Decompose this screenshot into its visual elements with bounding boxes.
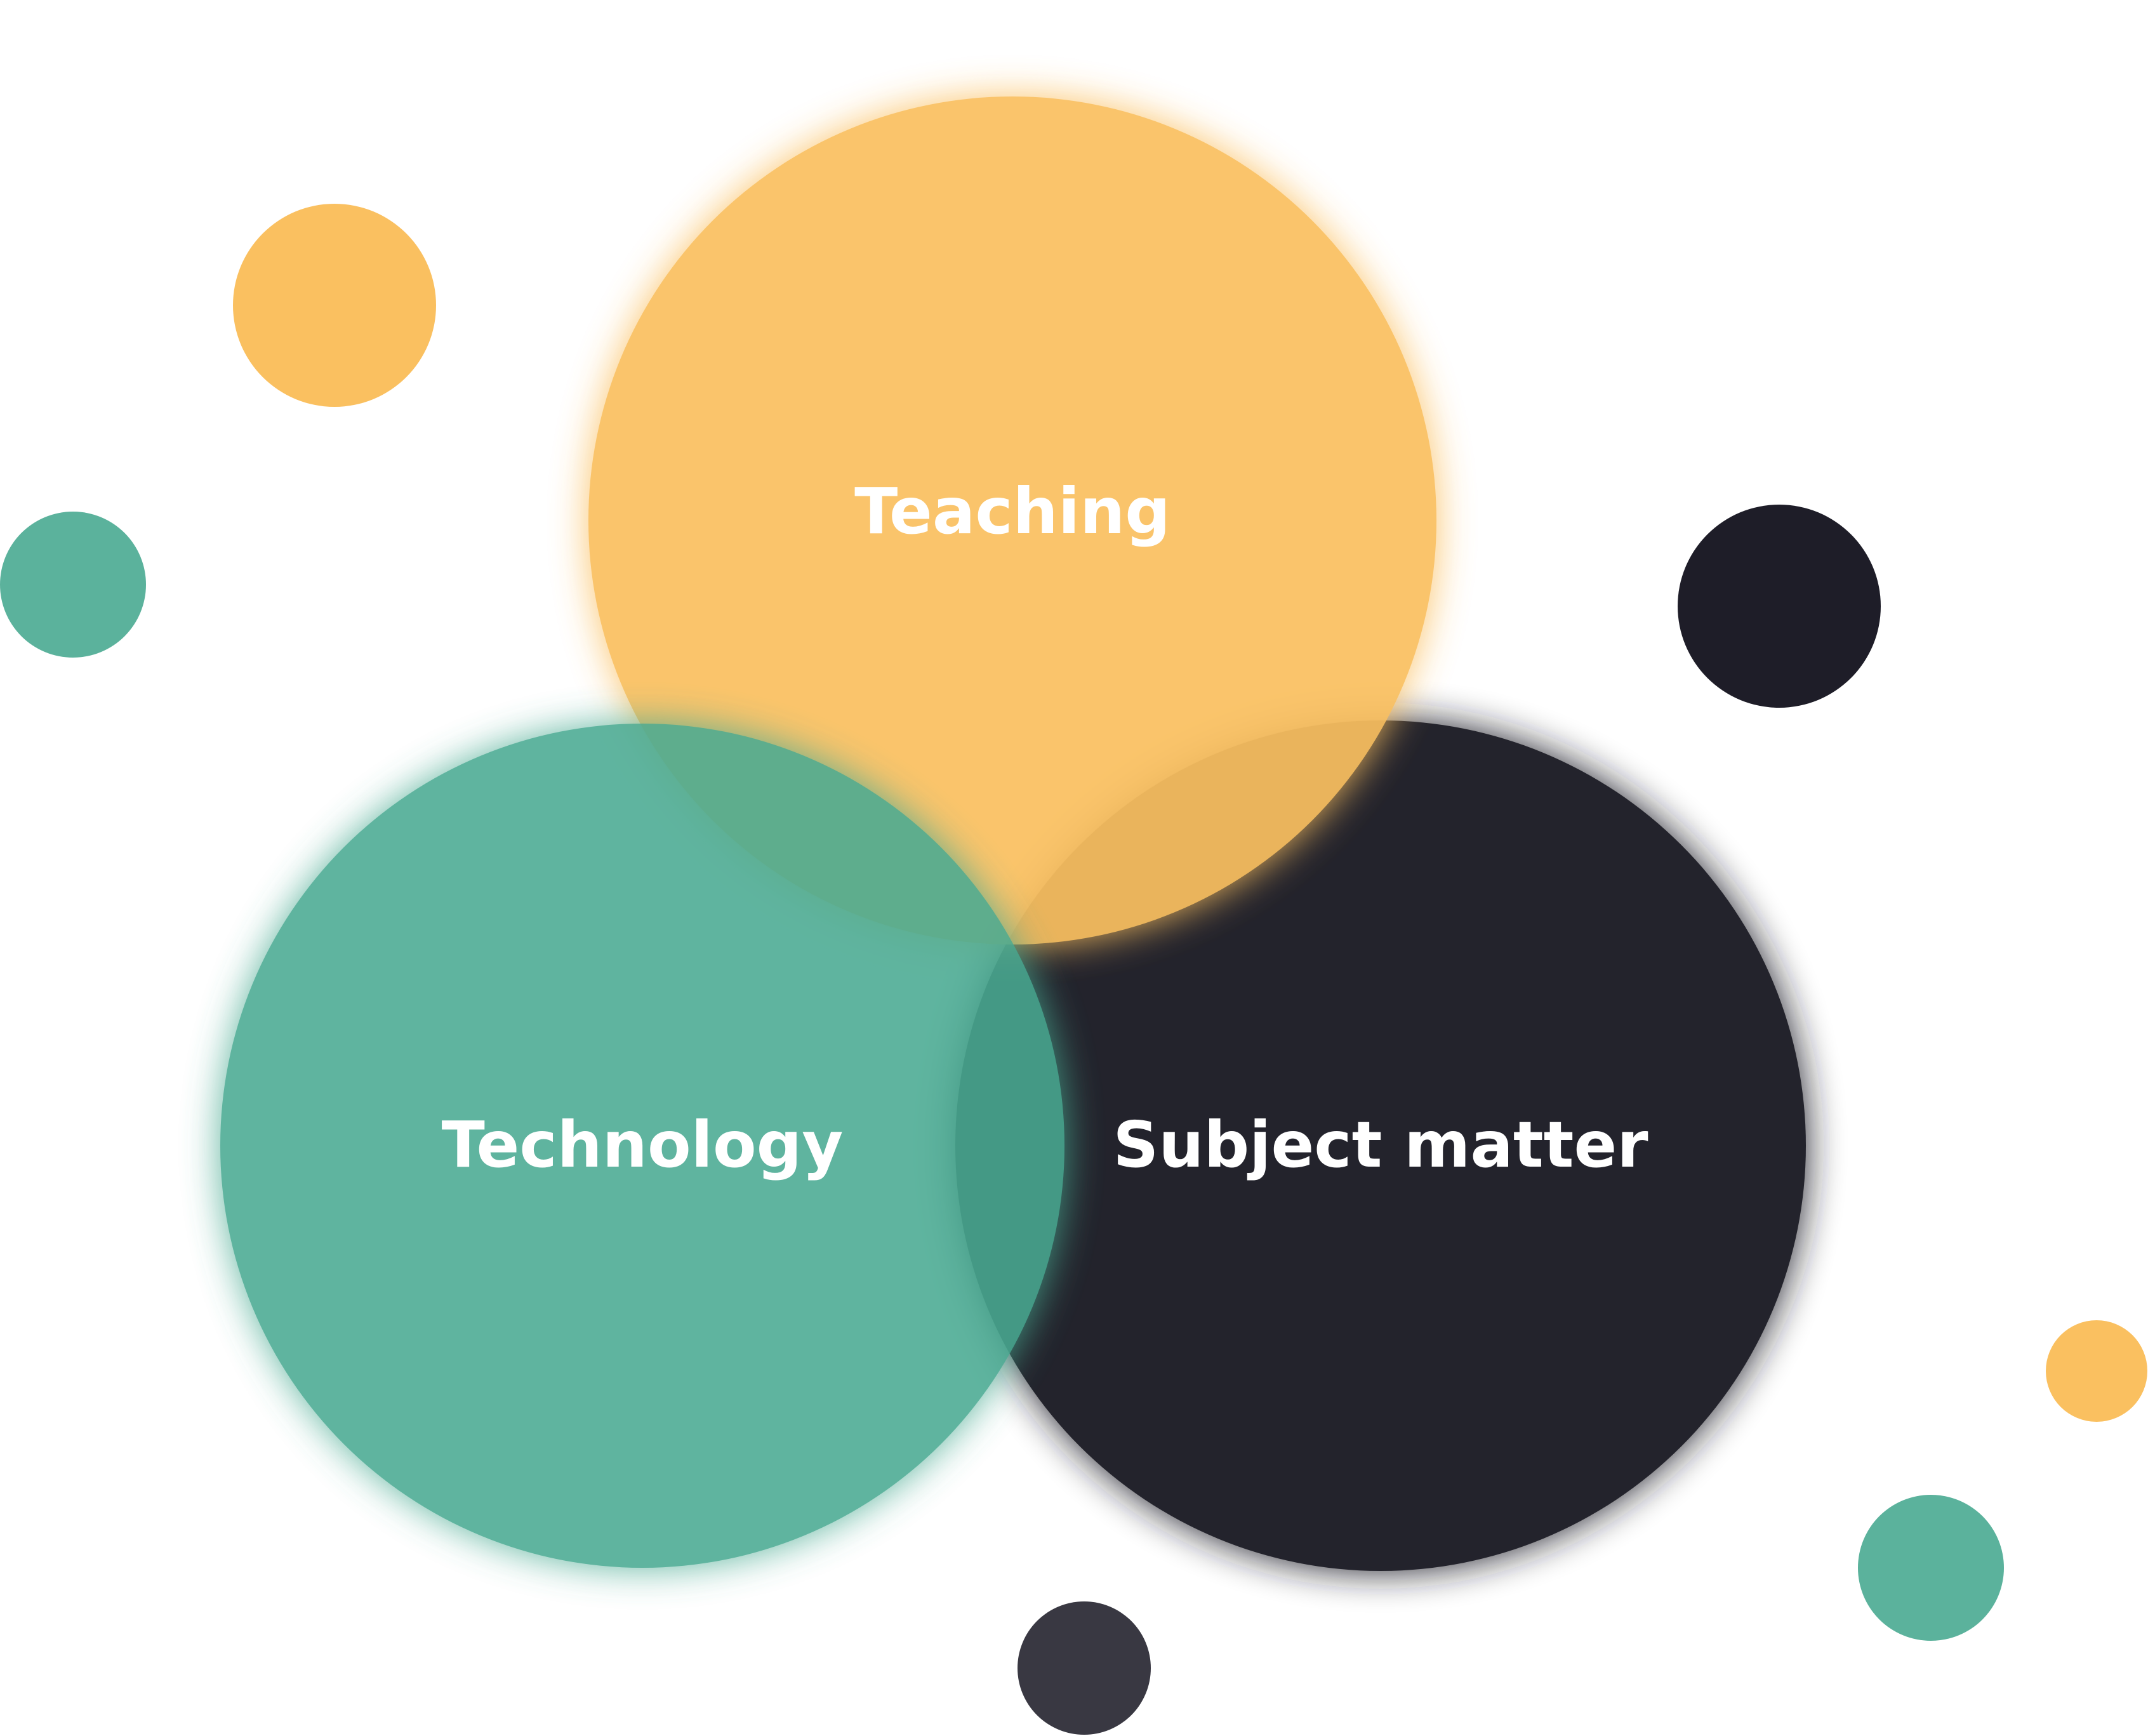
decorative-dot (1858, 1495, 2004, 1641)
venn-label-subject-matter: Subject matter (1113, 1108, 1648, 1182)
decorative-dot (233, 204, 436, 407)
decorative-dot (1018, 1601, 1151, 1735)
venn-label-teaching: Teaching (854, 474, 1170, 548)
venn-circle-technology (220, 724, 1064, 1568)
venn-circle-subject-matter (955, 720, 1806, 1571)
decorative-dot (0, 512, 146, 658)
decorative-dot (1678, 505, 1881, 708)
decorative-dots (0, 204, 2147, 1735)
decorative-dot (2046, 1320, 2147, 1422)
venn-label-technology: Technology (442, 1108, 844, 1182)
venn-circle-teaching (588, 96, 1436, 944)
